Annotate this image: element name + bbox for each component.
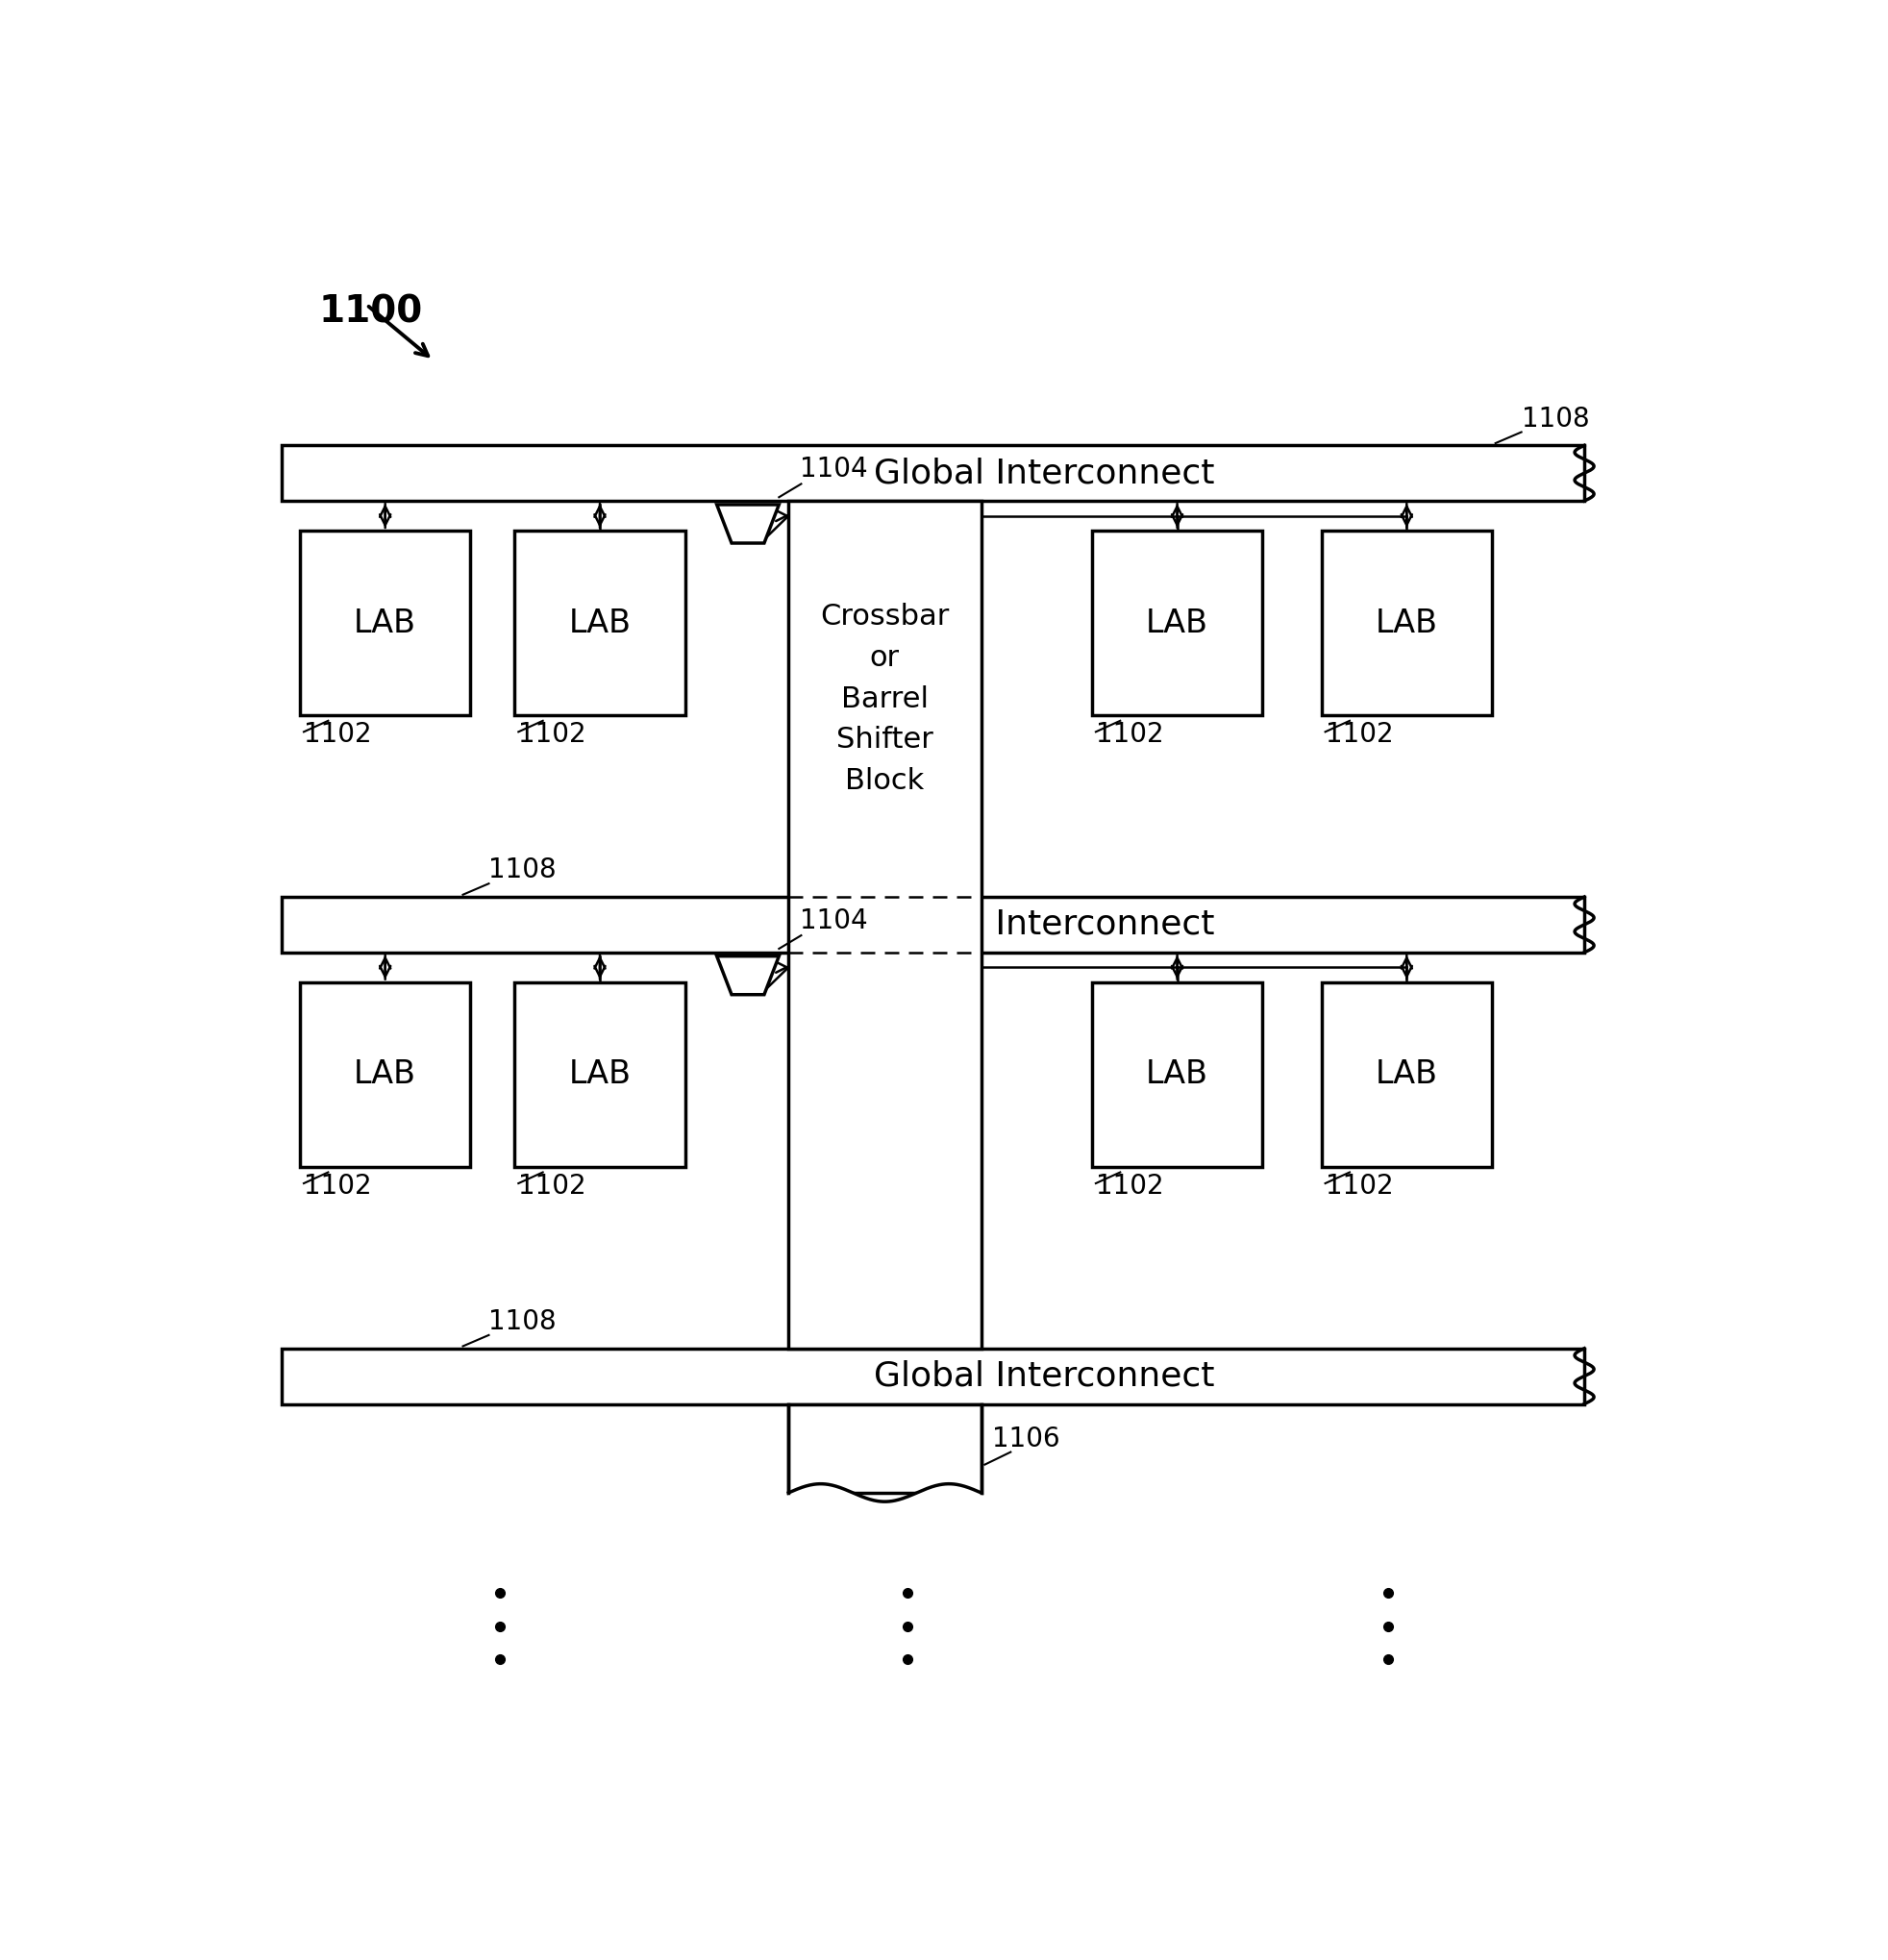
Text: LAB: LAB xyxy=(1374,608,1437,639)
Bar xyxy=(281,445,1584,502)
Bar xyxy=(514,982,685,1166)
Bar xyxy=(787,502,980,1348)
Text: LAB: LAB xyxy=(1146,1058,1208,1090)
Text: LAB: LAB xyxy=(1374,1058,1437,1090)
Polygon shape xyxy=(716,956,778,994)
Polygon shape xyxy=(716,504,778,543)
Text: 1102: 1102 xyxy=(304,1172,372,1200)
Text: Global Interconnect: Global Interconnect xyxy=(872,907,1214,941)
Text: 1102: 1102 xyxy=(1325,1172,1393,1200)
Text: LAB: LAB xyxy=(353,608,415,639)
Text: 1108: 1108 xyxy=(1520,406,1588,431)
Text: 1108: 1108 xyxy=(489,857,557,884)
Text: Global Interconnect: Global Interconnect xyxy=(872,1360,1214,1392)
Bar xyxy=(514,531,685,715)
Bar xyxy=(1322,531,1492,715)
Text: 1104: 1104 xyxy=(799,455,867,482)
Text: 1102: 1102 xyxy=(1095,1172,1163,1200)
Text: 1102: 1102 xyxy=(517,1172,585,1200)
Text: 1106: 1106 xyxy=(991,1425,1059,1452)
Bar xyxy=(787,1403,980,1494)
Text: LAB: LAB xyxy=(1146,608,1208,639)
Bar xyxy=(300,531,470,715)
Text: LAB: LAB xyxy=(353,1058,415,1090)
Text: 1102: 1102 xyxy=(517,721,585,747)
Bar xyxy=(1091,531,1261,715)
Text: LAB: LAB xyxy=(568,1058,631,1090)
Text: 1100: 1100 xyxy=(319,294,423,329)
Bar xyxy=(1322,982,1492,1166)
Bar xyxy=(300,982,470,1166)
Text: 1108: 1108 xyxy=(489,1307,557,1335)
Text: 1102: 1102 xyxy=(1095,721,1163,747)
Text: LAB: LAB xyxy=(568,608,631,639)
Text: 1102: 1102 xyxy=(304,721,372,747)
Text: Crossbar
or
Barrel
Shifter
Block: Crossbar or Barrel Shifter Block xyxy=(819,602,950,796)
Text: 1102: 1102 xyxy=(1325,721,1393,747)
Bar xyxy=(1091,982,1261,1166)
Text: Global Interconnect: Global Interconnect xyxy=(872,457,1214,490)
Text: 1104: 1104 xyxy=(799,907,867,933)
Bar xyxy=(281,898,1584,953)
Bar xyxy=(281,1348,1584,1403)
